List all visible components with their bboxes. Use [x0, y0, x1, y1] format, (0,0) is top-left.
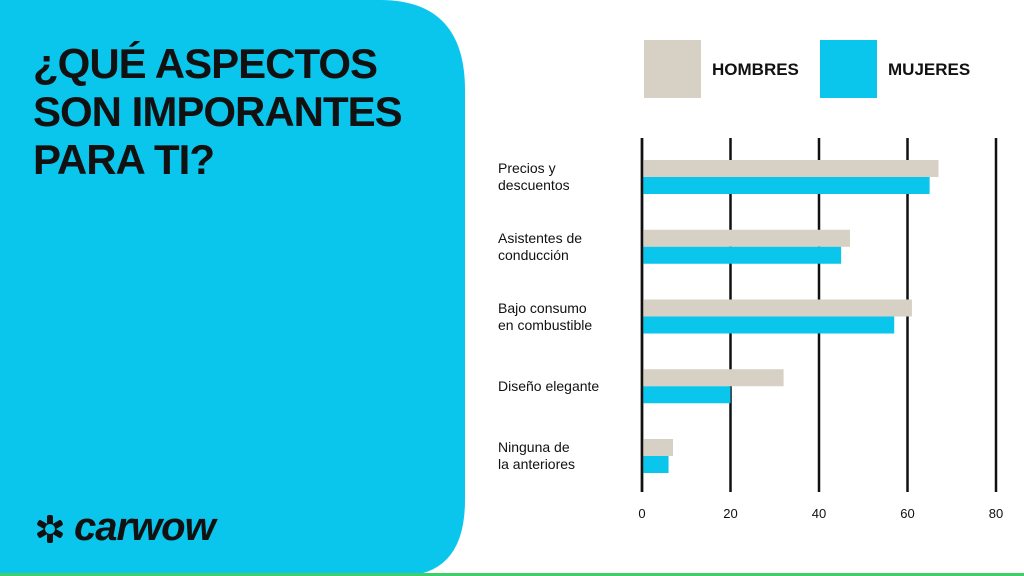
category-label: Asistentes de conducción — [498, 229, 583, 263]
x-tick-label: 0 — [638, 506, 646, 521]
category-label: Ninguna de la anteriores — [498, 439, 576, 472]
legend-label: HOMBRES — [712, 60, 799, 79]
brand-name: carwow — [74, 505, 216, 549]
bar — [642, 456, 669, 473]
legend-swatch — [820, 40, 877, 98]
legend-swatch — [644, 40, 701, 98]
brand-icon — [37, 515, 63, 543]
bar — [642, 299, 912, 317]
bar — [642, 177, 930, 194]
bar — [642, 439, 673, 456]
chart-title: ¿QUÉ ASPECTOS SON IMPORANTES PARA TI? — [33, 40, 403, 183]
bar — [642, 386, 731, 404]
category-label: Bajo consumo en combustible — [498, 299, 593, 333]
bar — [642, 369, 784, 387]
category-label: Diseño elegante — [498, 377, 600, 394]
x-tick-label: 60 — [900, 506, 915, 521]
x-tick-label: 20 — [723, 506, 738, 521]
bar — [642, 160, 939, 177]
legend-label: MUJERES — [888, 60, 971, 79]
x-tick-label: 40 — [811, 506, 827, 521]
category-label: Precios y descuentos — [498, 160, 570, 193]
bar — [642, 316, 895, 334]
bar — [642, 229, 850, 247]
x-tick-label: 80 — [988, 506, 1004, 521]
bar — [642, 246, 842, 264]
side-panel — [0, 0, 465, 576]
bottom-stripe — [0, 573, 1024, 576]
